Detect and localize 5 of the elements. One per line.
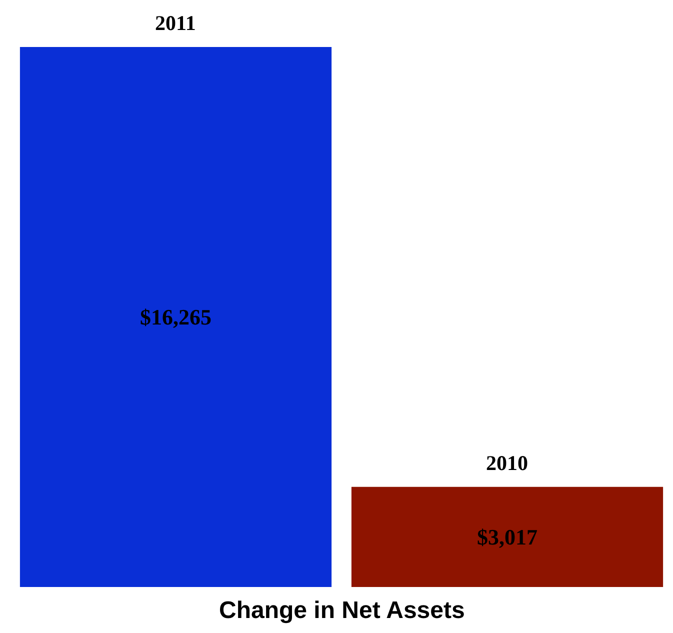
text: Change in Net Assets	[219, 597, 465, 624]
x-tick-label: 2011	[155, 11, 196, 35]
data-label: $16,265	[140, 304, 212, 330]
x-tick-label: 2010	[486, 451, 528, 475]
data-label: $3,017	[477, 524, 538, 550]
